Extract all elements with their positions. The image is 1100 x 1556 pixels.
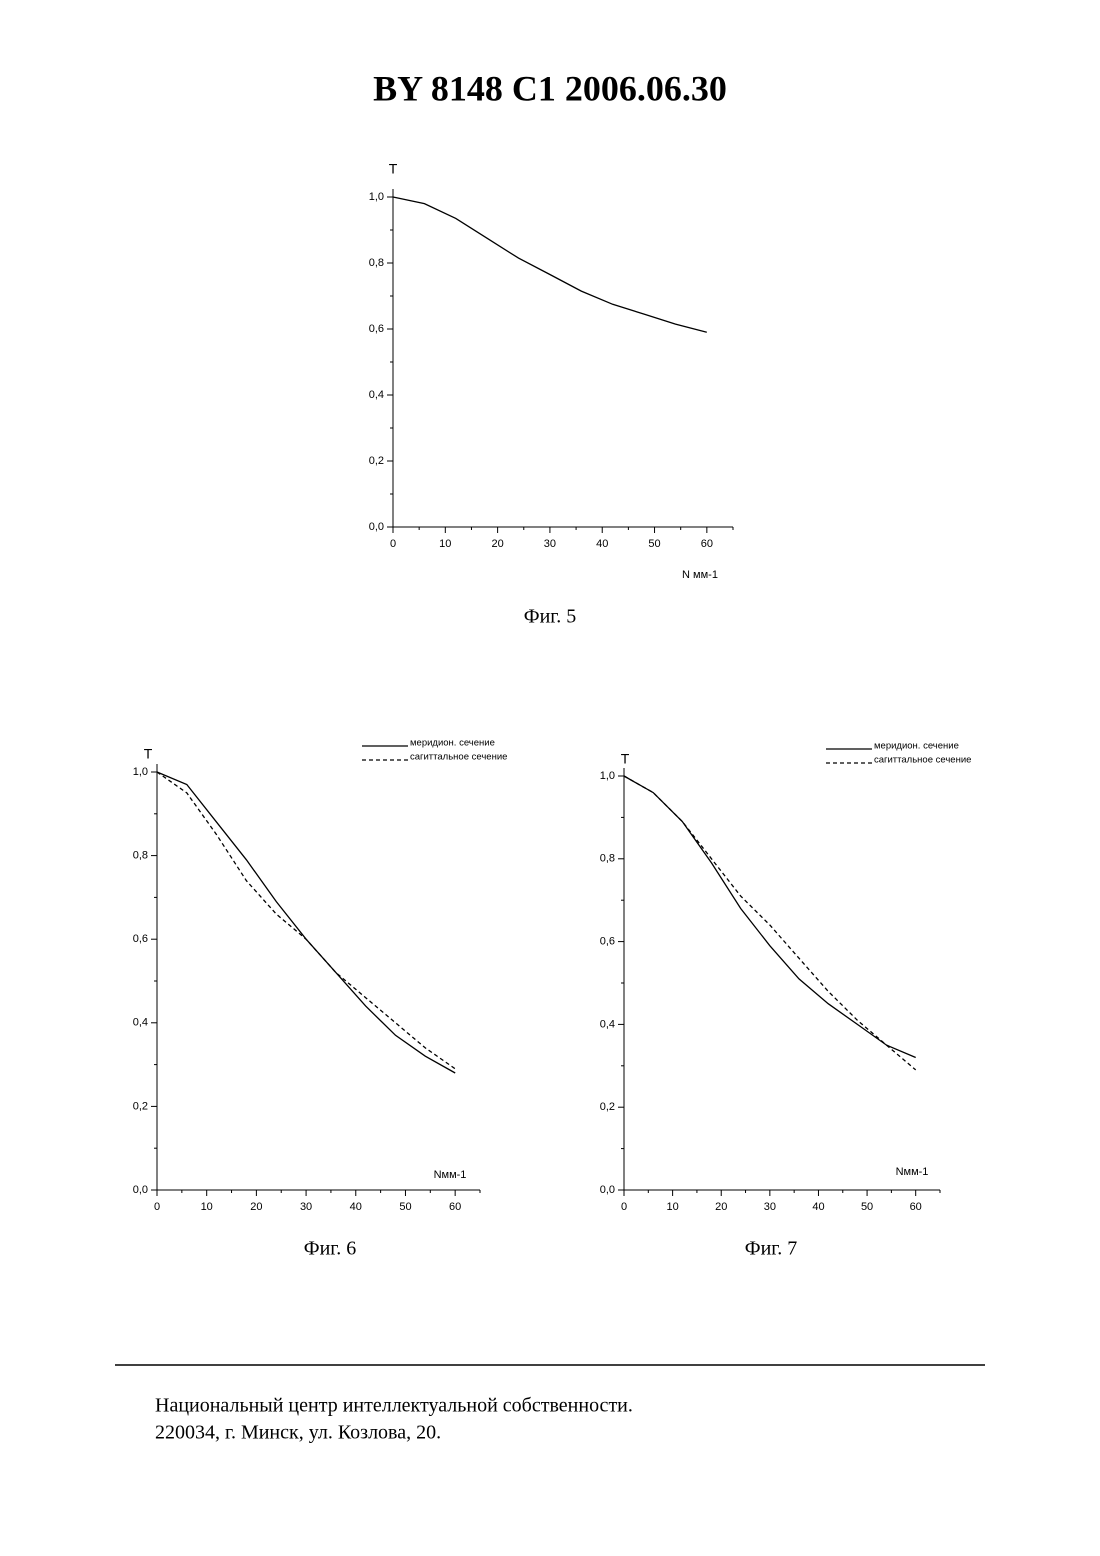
- y-axis-label: T: [621, 751, 630, 767]
- y-tick-label: 0,4: [369, 389, 384, 401]
- data-line: [157, 772, 455, 1073]
- x-tick-label: 40: [812, 1201, 824, 1213]
- data-line: [157, 772, 455, 1069]
- x-tick-label: 10: [439, 538, 451, 550]
- x-axis-label: N мм-1: [682, 569, 718, 581]
- data-line: [624, 776, 916, 1070]
- y-axis-label: T: [389, 161, 398, 177]
- y-tick-label: 1,0: [600, 770, 615, 782]
- y-tick-label: 0,0: [369, 521, 384, 533]
- y-tick-label: 0,4: [133, 1017, 148, 1029]
- x-tick-label: 30: [764, 1201, 776, 1213]
- x-tick-label: 20: [250, 1201, 262, 1213]
- x-tick-label: 10: [666, 1201, 678, 1213]
- y-tick-label: 0,2: [133, 1100, 148, 1112]
- legend-label: меридион. сечение: [410, 738, 495, 749]
- data-line: [393, 197, 707, 332]
- x-tick-label: 10: [201, 1201, 213, 1213]
- x-tick-label: 60: [910, 1201, 922, 1213]
- y-tick-label: 1,0: [133, 766, 148, 778]
- y-tick-label: 0,0: [133, 1184, 148, 1196]
- figure-caption: Фиг. 6: [304, 1238, 356, 1260]
- x-tick-label: 30: [544, 538, 556, 550]
- y-tick-label: 0,8: [133, 850, 148, 862]
- x-axis-label: Nмм-1: [434, 1169, 467, 1181]
- y-tick-label: 0,6: [369, 323, 384, 335]
- x-tick-label: 0: [390, 538, 396, 550]
- x-tick-label: 50: [399, 1201, 411, 1213]
- legend-label: меридион. сечение: [874, 741, 959, 752]
- y-tick-label: 0,4: [600, 1018, 615, 1030]
- x-tick-label: 60: [449, 1201, 461, 1213]
- y-tick-label: 0,2: [600, 1101, 615, 1113]
- y-tick-label: 0,0: [600, 1184, 615, 1196]
- x-tick-label: 50: [648, 538, 660, 550]
- x-tick-label: 40: [350, 1201, 362, 1213]
- figure-caption: Фиг. 5: [524, 606, 576, 628]
- x-axis-label: Nмм-1: [896, 1166, 929, 1178]
- figure-caption: Фиг. 7: [745, 1238, 797, 1260]
- data-line: [624, 776, 916, 1058]
- y-tick-label: 0,6: [600, 936, 615, 948]
- document-title: BY 8148 C1 2006.06.30: [373, 68, 727, 108]
- y-tick-label: 0,2: [369, 455, 384, 467]
- legend-label: сагиттальное сечение: [410, 752, 507, 763]
- x-tick-label: 60: [701, 538, 713, 550]
- x-tick-label: 20: [715, 1201, 727, 1213]
- page: BY 8148 C1 2006.06.30 Национальный центр…: [0, 0, 1100, 1556]
- y-axis-label: T: [144, 746, 153, 762]
- x-tick-label: 40: [596, 538, 608, 550]
- x-tick-label: 20: [491, 538, 503, 550]
- x-tick-label: 0: [621, 1201, 627, 1213]
- y-tick-label: 0,6: [133, 933, 148, 945]
- y-tick-label: 0,8: [369, 257, 384, 269]
- x-tick-label: 0: [154, 1201, 160, 1213]
- footer-line: 220034, г. Минск, ул. Козлова, 20.: [155, 1422, 441, 1444]
- x-tick-label: 30: [300, 1201, 312, 1213]
- legend-label: сагиттальное сечение: [874, 755, 971, 766]
- footer-line: Национальный центр интеллектуальной собс…: [155, 1395, 633, 1417]
- y-tick-label: 0,8: [600, 853, 615, 865]
- y-tick-label: 1,0: [369, 191, 384, 203]
- x-tick-label: 50: [861, 1201, 873, 1213]
